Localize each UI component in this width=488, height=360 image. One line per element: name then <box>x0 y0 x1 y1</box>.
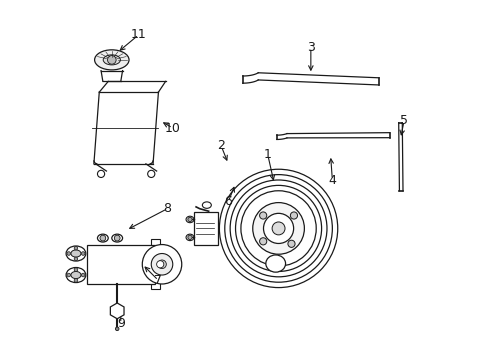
Circle shape <box>290 212 297 219</box>
Circle shape <box>74 279 78 282</box>
Ellipse shape <box>112 234 122 242</box>
Circle shape <box>187 235 192 239</box>
Circle shape <box>259 212 266 219</box>
Circle shape <box>67 273 70 277</box>
Ellipse shape <box>66 246 85 261</box>
Circle shape <box>74 268 78 271</box>
Ellipse shape <box>265 255 285 272</box>
Text: 7: 7 <box>154 274 162 287</box>
Ellipse shape <box>94 50 129 70</box>
Text: 5: 5 <box>399 114 407 127</box>
Circle shape <box>142 244 182 284</box>
Ellipse shape <box>103 55 120 65</box>
Circle shape <box>252 203 304 254</box>
Ellipse shape <box>185 216 194 223</box>
Circle shape <box>81 252 85 255</box>
Text: 10: 10 <box>164 122 181 135</box>
Circle shape <box>74 246 78 250</box>
Ellipse shape <box>202 202 211 208</box>
Circle shape <box>259 238 266 245</box>
Circle shape <box>81 273 85 277</box>
Circle shape <box>287 240 294 247</box>
Circle shape <box>74 257 78 261</box>
Circle shape <box>114 235 120 241</box>
Ellipse shape <box>71 250 81 257</box>
Text: 3: 3 <box>306 41 314 54</box>
Bar <box>86 244 155 284</box>
Ellipse shape <box>185 234 194 240</box>
Text: 9: 9 <box>117 317 124 330</box>
Bar <box>194 212 217 244</box>
Circle shape <box>156 261 163 268</box>
Text: 1: 1 <box>264 148 271 161</box>
Circle shape <box>263 213 293 243</box>
Circle shape <box>158 260 166 269</box>
Circle shape <box>115 327 119 330</box>
Circle shape <box>107 55 116 64</box>
Ellipse shape <box>97 234 108 242</box>
Polygon shape <box>110 303 124 319</box>
Circle shape <box>100 235 105 241</box>
Text: 6: 6 <box>224 195 232 208</box>
Circle shape <box>151 253 172 275</box>
Bar <box>151 239 160 289</box>
Circle shape <box>67 252 70 255</box>
Text: 8: 8 <box>163 202 171 215</box>
Text: 4: 4 <box>328 174 336 186</box>
Text: 2: 2 <box>217 139 224 152</box>
Ellipse shape <box>71 271 81 279</box>
Ellipse shape <box>66 267 85 283</box>
Circle shape <box>271 222 285 235</box>
Circle shape <box>187 217 192 222</box>
Text: 11: 11 <box>131 28 146 41</box>
